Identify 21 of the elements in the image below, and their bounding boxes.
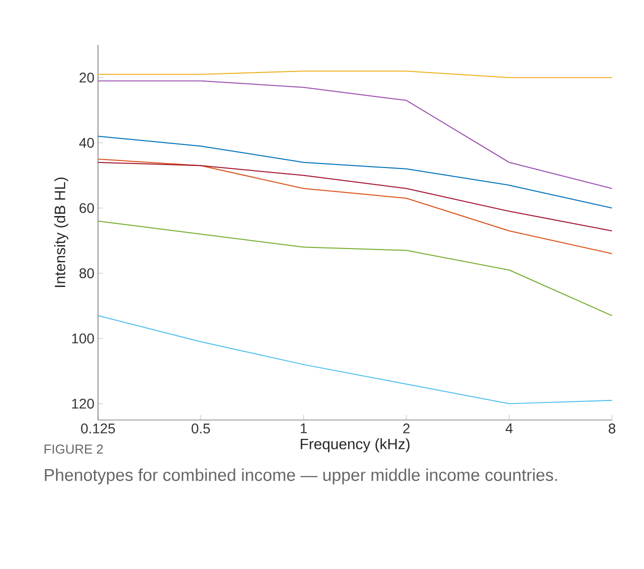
x-tick-label: 8: [608, 424, 616, 434]
y-tick-label: 20: [80, 72, 94, 83]
y-tick-label: 60: [80, 203, 94, 213]
line-series: [98, 136, 612, 209]
text: Phenotypes for combined income — upper middle income countries.: [44, 468, 557, 484]
x-tick-label: 0.125: [81, 424, 115, 434]
line-series: [98, 162, 612, 232]
x-tick-label: 1: [300, 424, 307, 434]
y-tick-label: 80: [80, 268, 94, 278]
y-tick-label: 100: [72, 334, 94, 344]
line-series: [98, 220, 612, 316]
y-axis-title: Intensity (dB HL): [54, 178, 68, 287]
x-tick-label: 0.5: [192, 424, 210, 434]
line-series: [98, 158, 612, 254]
y-tick-label: 40: [79, 138, 94, 148]
caption: FIGURE 2: [44, 444, 103, 454]
line-series: [98, 80, 612, 189]
y-tick-label: 120: [72, 398, 94, 409]
x-tick-label: 2: [403, 424, 410, 434]
x-axis-title: Frequency (kHz): [300, 438, 410, 452]
x-tick-label: 4: [506, 424, 513, 434]
